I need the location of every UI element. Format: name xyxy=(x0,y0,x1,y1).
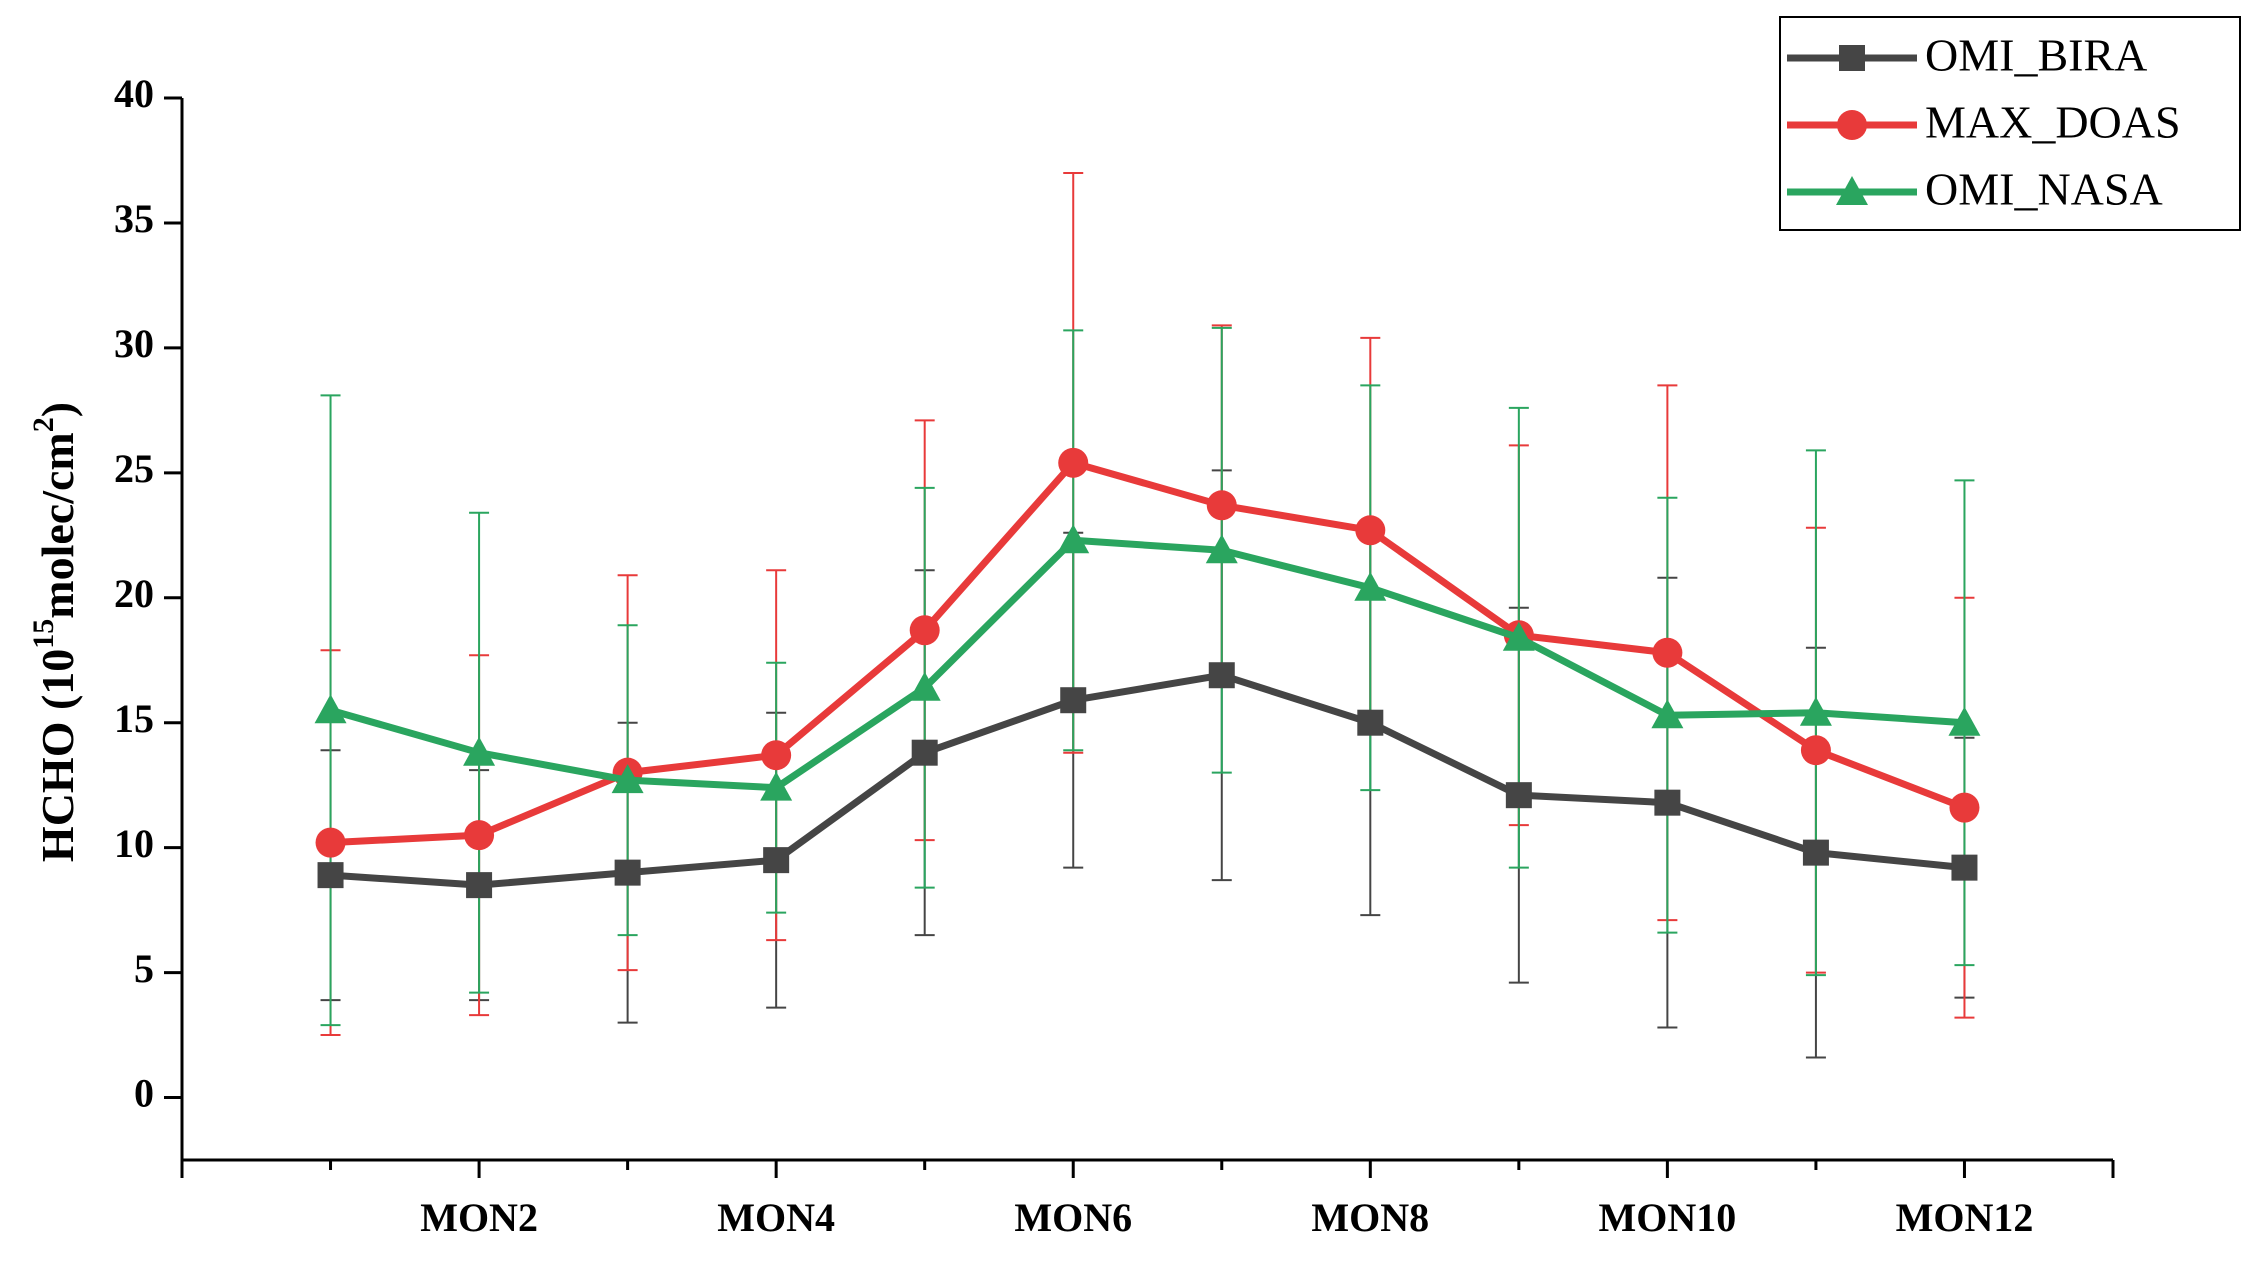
point xyxy=(1354,571,1387,601)
point xyxy=(909,615,940,646)
x-tick-label: MON2 xyxy=(420,1195,538,1240)
point xyxy=(1505,782,1532,809)
y-label-sup: 15 xyxy=(27,619,60,649)
point xyxy=(1205,534,1238,564)
point xyxy=(614,859,641,886)
point xyxy=(1654,789,1681,816)
point xyxy=(1357,709,1384,736)
y-label-part: HCHO (10 xyxy=(32,649,83,862)
y-label-sup: 2 xyxy=(27,417,60,432)
legend-marker xyxy=(1839,45,1865,71)
y-tick-label: 25 xyxy=(114,446,154,491)
point xyxy=(1652,637,1683,668)
point xyxy=(314,694,347,724)
y-axis-label: HCHO (1015molec/cm2) xyxy=(27,402,83,862)
point xyxy=(760,771,793,801)
point xyxy=(1355,515,1386,546)
y-tick-label: 40 xyxy=(114,71,154,116)
legend-label: MAX_DOAS xyxy=(1925,97,2181,148)
y-tick-label: 10 xyxy=(114,821,154,866)
y-label-part: ) xyxy=(32,402,83,417)
point xyxy=(464,820,495,851)
point xyxy=(315,827,346,858)
point xyxy=(1058,447,1089,478)
point xyxy=(1800,735,1831,766)
y-label-part: molec/cm xyxy=(32,432,83,618)
point xyxy=(1206,490,1237,521)
legend-label: OMI_NASA xyxy=(1925,164,2163,215)
point xyxy=(908,671,941,701)
x-tick-label: MON6 xyxy=(1014,1195,1132,1240)
y-tick-label: 30 xyxy=(114,321,154,366)
point xyxy=(1060,687,1087,714)
x-tick-label: MON12 xyxy=(1896,1195,2034,1240)
x-tick-label: MON10 xyxy=(1599,1195,1737,1240)
point xyxy=(911,739,938,766)
legend-marker xyxy=(1836,176,1868,205)
series-line xyxy=(329,536,1965,792)
point xyxy=(1208,662,1235,689)
point xyxy=(1949,792,1980,823)
point xyxy=(1057,524,1090,554)
point xyxy=(763,847,790,874)
point xyxy=(466,872,493,899)
y-tick-label: 20 xyxy=(114,571,154,616)
point xyxy=(1802,839,1829,866)
point xyxy=(1948,706,1981,736)
series-line xyxy=(330,671,1965,889)
y-tick-label: 0 xyxy=(134,1071,154,1116)
legend-label: OMI_BIRA xyxy=(1925,30,2147,81)
point xyxy=(463,736,496,766)
point xyxy=(1951,854,1978,881)
legend: OMI_BIRA MAX_DOAS OMI_NASA xyxy=(1779,16,2241,231)
legend-marker xyxy=(1837,110,1867,140)
point xyxy=(1651,699,1684,729)
x-tick-label: MON4 xyxy=(717,1195,835,1240)
point xyxy=(1502,621,1535,651)
x-tick-label: MON8 xyxy=(1311,1195,1429,1240)
point xyxy=(761,740,792,771)
y-tick-label: 5 xyxy=(134,946,154,991)
y-tick-label: 35 xyxy=(114,196,154,241)
series-line xyxy=(330,459,1966,847)
point xyxy=(1799,696,1832,726)
point xyxy=(611,764,644,794)
point xyxy=(317,862,344,889)
y-tick-label: 15 xyxy=(114,696,154,741)
